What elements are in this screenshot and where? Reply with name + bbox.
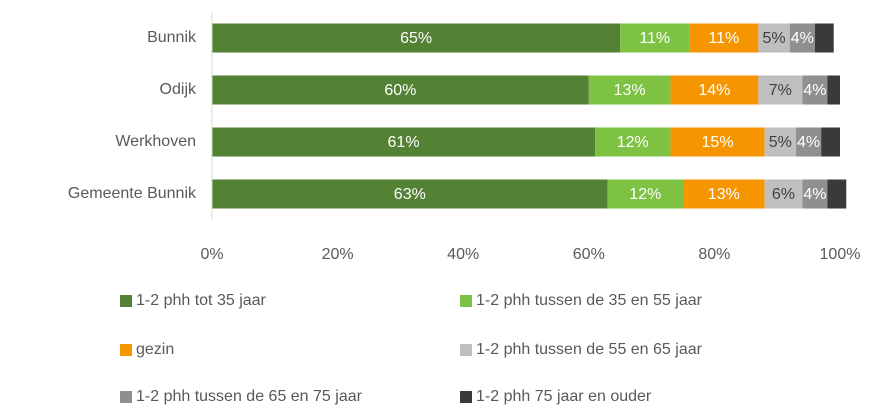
bar-segment — [670, 75, 759, 105]
bar-segment — [588, 75, 671, 105]
bar-segment — [607, 179, 683, 209]
bar-segment — [758, 75, 803, 105]
data-label: 63% — [394, 186, 426, 203]
data-label: 13% — [708, 186, 740, 203]
bar-segment — [758, 23, 790, 53]
legend-label: 1-2 phh tussen de 65 en 75 jaar — [136, 388, 363, 405]
legend-swatch — [460, 344, 472, 356]
data-label: 4% — [797, 134, 820, 151]
data-label: 11% — [639, 30, 670, 47]
y-tick-label: Gemeente Bunnik — [68, 185, 197, 202]
data-label: 11% — [708, 30, 739, 47]
y-tick-label: Odijk — [160, 81, 197, 98]
bar-segment — [212, 23, 621, 53]
data-label: 5% — [769, 134, 792, 151]
data-label: 5% — [762, 30, 785, 47]
bar-segment — [802, 179, 828, 209]
legend-label: 1-2 phh tussen de 55 en 65 jaar — [476, 341, 703, 358]
bar-segment — [764, 127, 797, 157]
data-label: 15% — [702, 134, 734, 151]
bar-segment — [827, 75, 840, 105]
x-tick-label: 60% — [573, 246, 605, 263]
legend-swatch — [460, 391, 472, 403]
legend-swatch — [460, 295, 472, 307]
data-label: 12% — [617, 134, 649, 151]
legend-label: 1-2 phh tussen de 35 en 55 jaar — [476, 292, 703, 309]
bar-segment — [620, 23, 690, 53]
bar-segment — [821, 127, 840, 157]
legend-swatch — [120, 391, 132, 403]
bar-segment — [683, 179, 765, 209]
bar-segment — [802, 75, 828, 105]
data-label: 14% — [698, 82, 730, 99]
bar-segment — [595, 127, 671, 157]
bar-segment — [827, 179, 847, 209]
bar-segment — [670, 127, 765, 157]
bar-segment — [764, 179, 803, 209]
x-tick-label: 100% — [820, 246, 861, 263]
legend-label: 1-2 phh 75 jaar en ouder — [476, 388, 652, 405]
x-tick-label: 0% — [200, 246, 223, 263]
legend-swatch — [120, 295, 132, 307]
legend-label: gezin — [136, 341, 174, 358]
data-label: 4% — [791, 30, 814, 47]
bar-segment — [212, 75, 589, 105]
data-label: 65% — [400, 30, 432, 47]
bar-segment — [212, 179, 608, 209]
x-tick-label: 40% — [447, 246, 479, 263]
data-label: 13% — [614, 82, 646, 99]
data-label: 4% — [803, 82, 826, 99]
data-label: 61% — [388, 134, 420, 151]
data-label: 12% — [629, 186, 661, 203]
bar-segment — [689, 23, 759, 53]
y-tick-label: Werkhoven — [115, 133, 196, 150]
bar-segment — [796, 127, 822, 157]
data-label: 6% — [772, 186, 795, 203]
y-tick-label: Bunnik — [147, 29, 197, 46]
data-label: 60% — [384, 82, 416, 99]
bar-segment — [212, 127, 596, 157]
x-tick-label: 80% — [698, 246, 730, 263]
bar-segment — [814, 23, 834, 53]
legend-swatch — [120, 344, 132, 356]
bar-segment — [789, 23, 815, 53]
data-label: 4% — [803, 186, 826, 203]
legend-label: 1-2 phh tot 35 jaar — [136, 292, 267, 309]
x-tick-label: 20% — [322, 246, 354, 263]
data-label: 7% — [769, 82, 792, 99]
